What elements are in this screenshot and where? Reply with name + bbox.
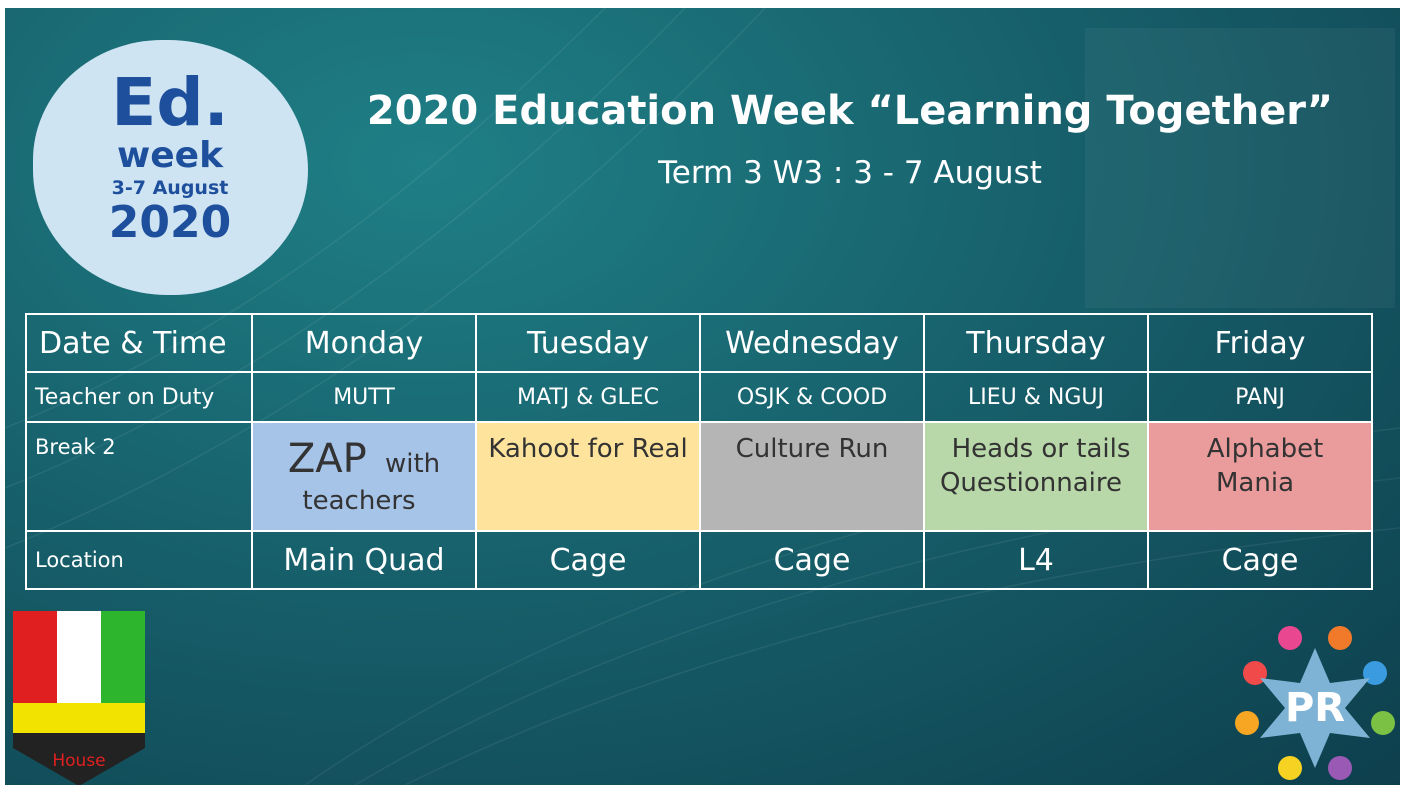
cell-text: Heads or tails Questionnaire: [939, 434, 1131, 498]
cell: OSJK & COOD: [699, 371, 925, 423]
cell-text: OSJK & COOD: [736, 384, 888, 410]
cell-text: L4: [1018, 542, 1054, 578]
column-header: Thursday: [923, 313, 1149, 373]
cell-text: with teachers: [302, 449, 441, 516]
table-row: Teacher on Duty MUTT MATJ & GLEC OSJK & COO…: [25, 371, 1373, 423]
row-label: Location: [25, 530, 253, 590]
cell: PANJ: [1147, 371, 1373, 423]
logo-text: Ed.: [111, 64, 229, 141]
cell-text: Cage: [549, 542, 627, 578]
cell: Main Quad: [251, 530, 477, 590]
cell: MATJ & GLEC: [475, 371, 701, 423]
logo-text: week: [116, 135, 224, 176]
row-label: Break 2: [25, 421, 253, 532]
cell: Cage: [475, 530, 701, 590]
column-header: Wednesday: [699, 313, 925, 373]
cell: Cage: [699, 530, 925, 590]
slide: Ed. week 3-7 August 2020 2020 Education …: [5, 8, 1400, 785]
cell: MUTT: [251, 371, 477, 423]
logo-text: 2020: [108, 197, 232, 248]
house-label: House: [52, 751, 105, 771]
column-header: Monday: [251, 313, 477, 373]
column-header: Friday: [1147, 313, 1373, 373]
cell-text: LIEU & NGUJ: [968, 384, 1104, 410]
cell-text: MATJ & GLEC: [517, 384, 659, 410]
logo-blob: [33, 40, 308, 295]
cell-emphasis: ZAP: [287, 436, 367, 482]
schedule-table: Date & Time Monday Tuesday Wednesday Thursda…: [25, 313, 1373, 590]
cell-text: Culture Run: [735, 434, 889, 464]
cell: Alphabet Mania: [1147, 421, 1373, 532]
cell-text: MUTT: [333, 384, 395, 410]
cell: Culture Run: [699, 421, 925, 532]
table-row: Location Main Quad Cage Cage L4 Cage: [25, 530, 1373, 590]
cell: ZAP with teachers: [251, 421, 477, 532]
header-row: Date & Time Monday Tuesday Wednesday Thursda…: [25, 313, 1373, 373]
cell-text: Cage: [773, 542, 851, 578]
house-badge: House: [13, 611, 145, 785]
table-row: Break 2 ZAP with teachers Kahoot for Real C…: [25, 421, 1373, 532]
pr-badge: PR: [1235, 626, 1395, 780]
row-label: Teacher on Duty: [25, 371, 253, 423]
cell-text: Alphabet Mania: [1206, 434, 1324, 498]
column-header: Date & Time: [25, 313, 253, 373]
cell-text: Kahoot for Real: [488, 434, 688, 464]
cell-text: Cage: [1221, 542, 1299, 578]
cell-text: Main Quad: [283, 542, 445, 578]
pr-label: PR: [1285, 685, 1345, 731]
title: 2020 Education Week “Learning Together”: [366, 88, 1334, 134]
cell-text: PANJ: [1235, 384, 1285, 410]
cell: Heads or tails Questionnaire: [923, 421, 1149, 532]
column-header: Tuesday: [475, 313, 701, 373]
subtitle: Term 3 W3 : 3 - 7 August: [658, 155, 1042, 191]
cell: LIEU & NGUJ: [923, 371, 1149, 423]
cell: Kahoot for Real: [475, 421, 701, 532]
logo-text: 3-7 August: [111, 177, 229, 199]
cell: L4: [923, 530, 1149, 590]
cell: Cage: [1147, 530, 1373, 590]
